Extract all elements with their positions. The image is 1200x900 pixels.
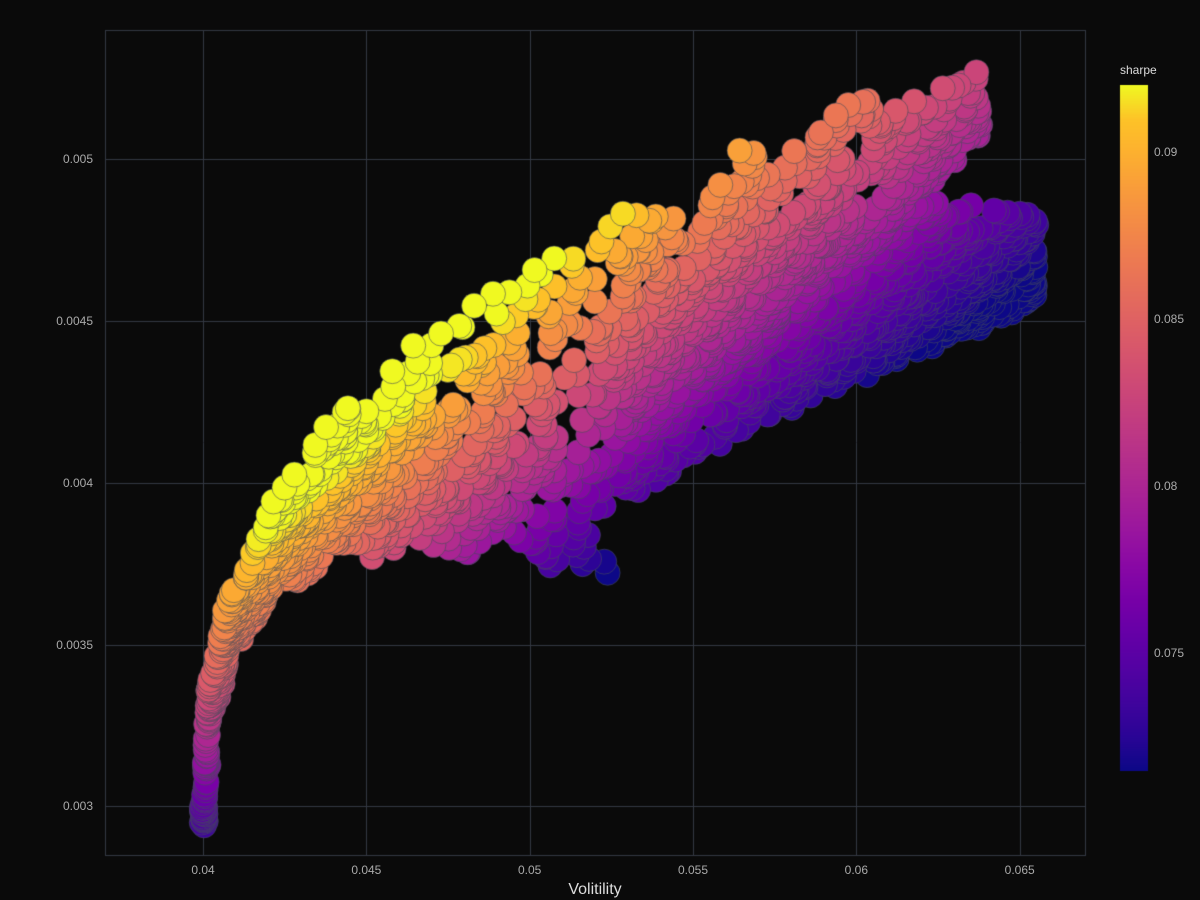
y-tick-label: 0.004 xyxy=(63,476,93,490)
x-tick-label: 0.05 xyxy=(518,863,541,877)
y-tick-label: 0.003 xyxy=(63,799,93,813)
y-tick-label: 0.005 xyxy=(63,152,93,166)
y-tick-label: 0.0045 xyxy=(56,314,93,328)
x-tick-label: 0.045 xyxy=(351,863,381,877)
colorbar-tick-label: 0.075 xyxy=(1154,646,1184,660)
colorbar-tick-label: 0.09 xyxy=(1154,145,1177,159)
colorbar-title: sharpe xyxy=(1120,63,1157,77)
x-axis-label: Volitility xyxy=(568,881,621,899)
x-tick-label: 0.04 xyxy=(191,863,214,877)
chart-container: Volitility sharpe 0.04 0.045 0.05 0.055 0.06… xyxy=(0,0,1200,900)
colorbar-tick-label: 0.08 xyxy=(1154,479,1177,493)
x-tick-label: 0.055 xyxy=(678,863,708,877)
x-tick-label: 0.06 xyxy=(845,863,868,877)
y-tick-label: 0.0035 xyxy=(56,638,93,652)
x-tick-label: 0.065 xyxy=(1005,863,1035,877)
scatter-canvas[interactable] xyxy=(0,0,1200,900)
colorbar-tick-label: 0.085 xyxy=(1154,312,1184,326)
